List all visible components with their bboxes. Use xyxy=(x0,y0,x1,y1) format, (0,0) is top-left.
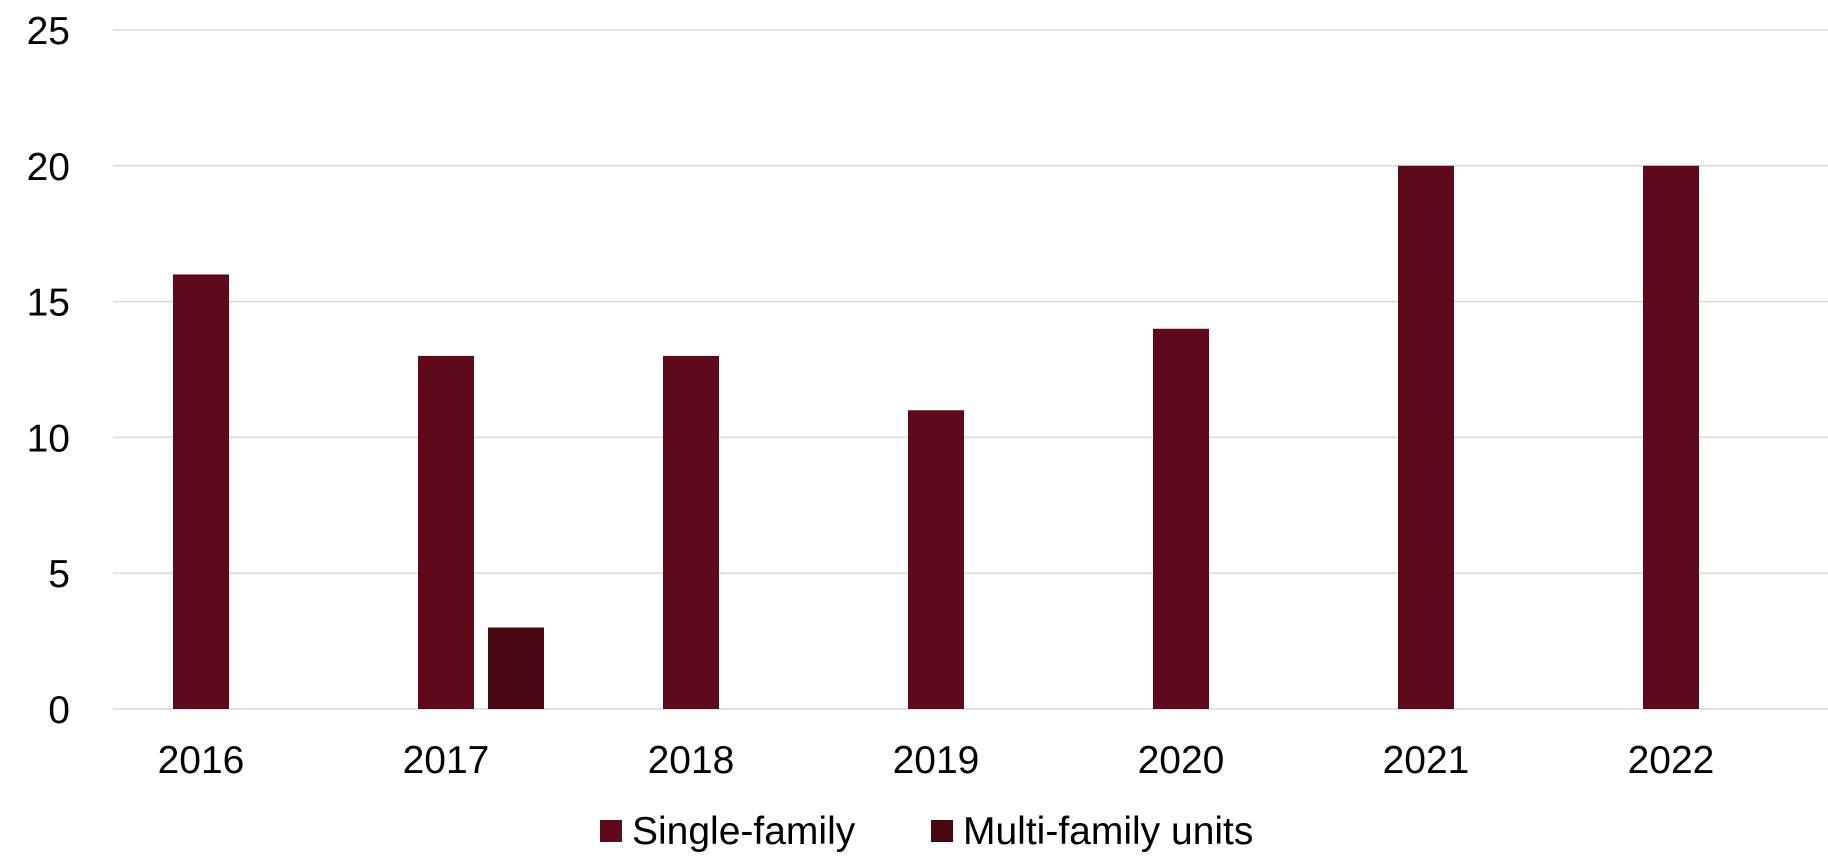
bars xyxy=(173,165,1699,710)
y-tick-label: 5 xyxy=(48,553,70,596)
x-tick-label: 2019 xyxy=(893,739,980,782)
bar-single-family-2016 xyxy=(173,274,229,709)
legend-swatch xyxy=(931,820,953,842)
y-tick-label: 10 xyxy=(27,417,70,460)
bar-single-family-2021 xyxy=(1398,165,1454,710)
x-tick-label: 2021 xyxy=(1383,739,1470,782)
bar-single-family-2017 xyxy=(418,355,474,709)
x-tick-label: 2018 xyxy=(648,739,735,782)
x-tick-label: 2022 xyxy=(1628,739,1715,782)
y-tick-label: 20 xyxy=(27,146,70,189)
legend: Single-family Multi-family units xyxy=(600,810,1253,853)
bar-multi-family-units-2017 xyxy=(488,627,544,709)
y-tick-label: 15 xyxy=(27,282,70,325)
bar-single-family-2022 xyxy=(1643,165,1699,710)
x-tick-label: 2017 xyxy=(403,739,490,782)
x-tick-label: 2020 xyxy=(1138,739,1225,782)
legend-label: Single-family xyxy=(632,810,856,853)
x-axis-tick-labels: 2016 2017 2018 2019 2020 2021 2022 xyxy=(158,739,1715,782)
bar-single-family-2018 xyxy=(663,355,719,709)
bar-single-family-2020 xyxy=(1153,328,1209,709)
legend-swatch xyxy=(600,820,622,842)
y-axis-tick-labels: 0 5 10 15 20 25 xyxy=(27,10,70,732)
legend-label: Multi-family units xyxy=(963,810,1253,853)
y-tick-label: 0 xyxy=(48,689,70,732)
y-tick-label: 25 xyxy=(27,10,70,53)
bar-single-family-2019 xyxy=(908,410,964,709)
grid-lines xyxy=(113,29,1828,710)
x-tick-label: 2016 xyxy=(158,739,245,782)
